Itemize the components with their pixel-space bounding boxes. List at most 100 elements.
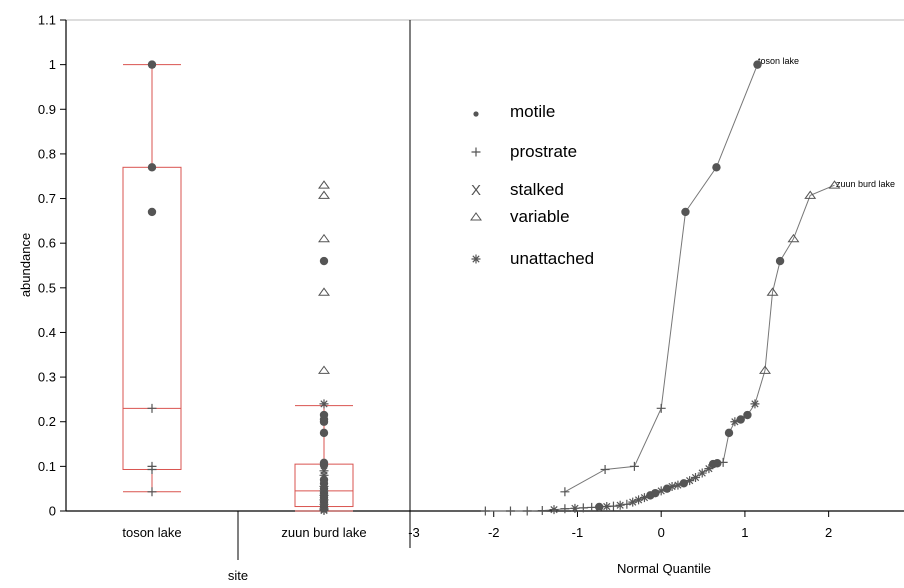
- quantile-point-1-5: [560, 504, 570, 514]
- quantile-point-1-27: [704, 464, 714, 474]
- box-point-8-shape: [318, 190, 330, 199]
- quantile-point-1-11-shape: [608, 501, 618, 511]
- curve-label-zuun-burd-lake: zuun burd lake: [836, 179, 895, 189]
- quantile-point-1-36-shape: [759, 365, 771, 374]
- y-tick-label-1: 0.1: [38, 459, 56, 474]
- quantile-point-1-34-shape: [743, 410, 752, 420]
- quantile-point-1-24-shape: [685, 476, 695, 486]
- quantile-point-1-33: [736, 415, 745, 424]
- quantile-point-0-5: [712, 163, 721, 172]
- quantile-point-0-6: [753, 60, 762, 69]
- legend-label-stalked: stalked: [510, 180, 564, 199]
- quantile-point-1-27-shape: [704, 464, 714, 474]
- y-tick-label-7: 0.7: [38, 191, 56, 206]
- quantile-point-1-7: [578, 503, 588, 513]
- quantile-point-1-8: [587, 502, 597, 512]
- quantile-point-1-40: [804, 190, 817, 199]
- box-point-7-shape: [318, 180, 330, 189]
- box-point-19: [319, 460, 329, 470]
- box-point-3: [147, 403, 157, 413]
- quantile-point-1-37-shape: [766, 287, 779, 296]
- left-x-axis-title: site: [228, 568, 248, 583]
- quantile-point-0-1-shape: [600, 464, 610, 474]
- y-tick-label-6: 0.6: [38, 236, 56, 251]
- legend-marker-variable: [470, 212, 482, 221]
- box-point-0: [147, 60, 157, 69]
- legend-marker-variable-shape: [470, 212, 482, 221]
- quantile-point-1-19-shape: [656, 486, 666, 496]
- data-points: [147, 60, 841, 516]
- box-point-17: [319, 428, 329, 438]
- quantile-point-1-26: [697, 468, 707, 478]
- box-point-21: [319, 470, 329, 480]
- quantile-point-1-11: [608, 501, 618, 511]
- quantile-point-1-40-shape: [804, 190, 817, 199]
- quantile-line-zuun-burd-lake: [485, 184, 835, 512]
- quantile-point-1-41: [828, 180, 841, 189]
- quantile-point-1-35: [750, 399, 760, 409]
- box-point-21-shape: [319, 470, 329, 480]
- quantile-point-1-22-shape: [673, 480, 683, 490]
- boxplots: [122, 64, 354, 512]
- legend-label-variable: variable: [510, 207, 570, 226]
- right-x-axis-ticks: -3 -2 -1 0 1 2: [408, 511, 832, 540]
- box-point-16-shape: [319, 417, 329, 426]
- quantile-point-0-0-shape: [560, 487, 570, 497]
- quantile-lines: [485, 64, 835, 512]
- box-point-12: [319, 256, 329, 266]
- quantile-point-1-39: [787, 233, 800, 243]
- quantile-point-1-7-shape: [578, 503, 588, 513]
- quantile-point-1-35-shape: [750, 399, 760, 409]
- legend-marker-unattached: [471, 254, 481, 264]
- y-tick-label-11: 1.1: [38, 13, 56, 28]
- quantile-point-1-8-shape: [587, 502, 597, 512]
- quantile-point-1-22: [673, 480, 683, 490]
- box-point-5: [147, 464, 157, 474]
- quantile-point-1-15: [634, 495, 644, 505]
- quantile-point-1-6-shape: [570, 503, 580, 513]
- y-tick-label-3: 0.3: [38, 370, 56, 385]
- x-tick-label-5: 2: [825, 525, 832, 540]
- quantile-point-1-10-shape: [602, 502, 612, 512]
- quantile-point-1-32: [730, 417, 740, 427]
- quantile-point-1-9-shape: [595, 502, 604, 512]
- legend-marker-prostrate-shape: [471, 147, 481, 157]
- legend-marker-stalked: X: [471, 182, 481, 199]
- x-tick-label-2: -1: [572, 525, 584, 540]
- quantile-point-1-14: [628, 497, 638, 507]
- quantile-point-1-30: [718, 457, 728, 467]
- quantile-point-1-9: [595, 502, 604, 512]
- quantile-point-1-3-shape: [537, 506, 547, 516]
- quantile-point-1-34: [743, 410, 752, 420]
- quantile-point-1-21: [667, 481, 677, 491]
- quantile-point-1-15-shape: [634, 495, 644, 505]
- legend-marker-prostrate: [471, 147, 481, 157]
- box-point-13: [319, 399, 329, 409]
- box-point-6: [147, 487, 157, 497]
- y-tick-label-2: 0.2: [38, 414, 56, 429]
- box-point-9-shape: [318, 233, 330, 243]
- y-tick-label-4: 0.4: [38, 325, 56, 340]
- quantile-point-1-31: [724, 428, 734, 438]
- quantile-point-0-2: [629, 461, 639, 471]
- quantile-point-0-4: [681, 207, 690, 217]
- quantile-point-0-2-shape: [629, 461, 639, 471]
- x-tick-label-4: 1: [741, 525, 748, 540]
- legend-marker-unattached-shape: [471, 254, 481, 264]
- quantile-point-1-25-shape: [691, 473, 701, 483]
- quantile-point-1-0-shape: [480, 506, 490, 516]
- legend-label-unattached: unattached: [510, 249, 594, 268]
- box-point-12-shape: [319, 256, 329, 266]
- y-tick-label-10: 1: [49, 57, 56, 72]
- quantile-point-1-29-shape: [713, 459, 722, 468]
- quantile-point-0-4-shape: [681, 207, 690, 217]
- box-point-3-shape: [147, 403, 157, 413]
- quantile-point-1-29: [713, 459, 722, 468]
- box-point-36: [319, 506, 329, 516]
- quantile-point-1-16-shape: [639, 493, 649, 503]
- box-point-16: [319, 417, 329, 426]
- y-tick-label-9: 0.9: [38, 102, 56, 117]
- box-point-13-shape: [319, 399, 329, 409]
- quantile-point-1-32-shape: [730, 417, 740, 427]
- x-tick-label-1: -2: [488, 525, 500, 540]
